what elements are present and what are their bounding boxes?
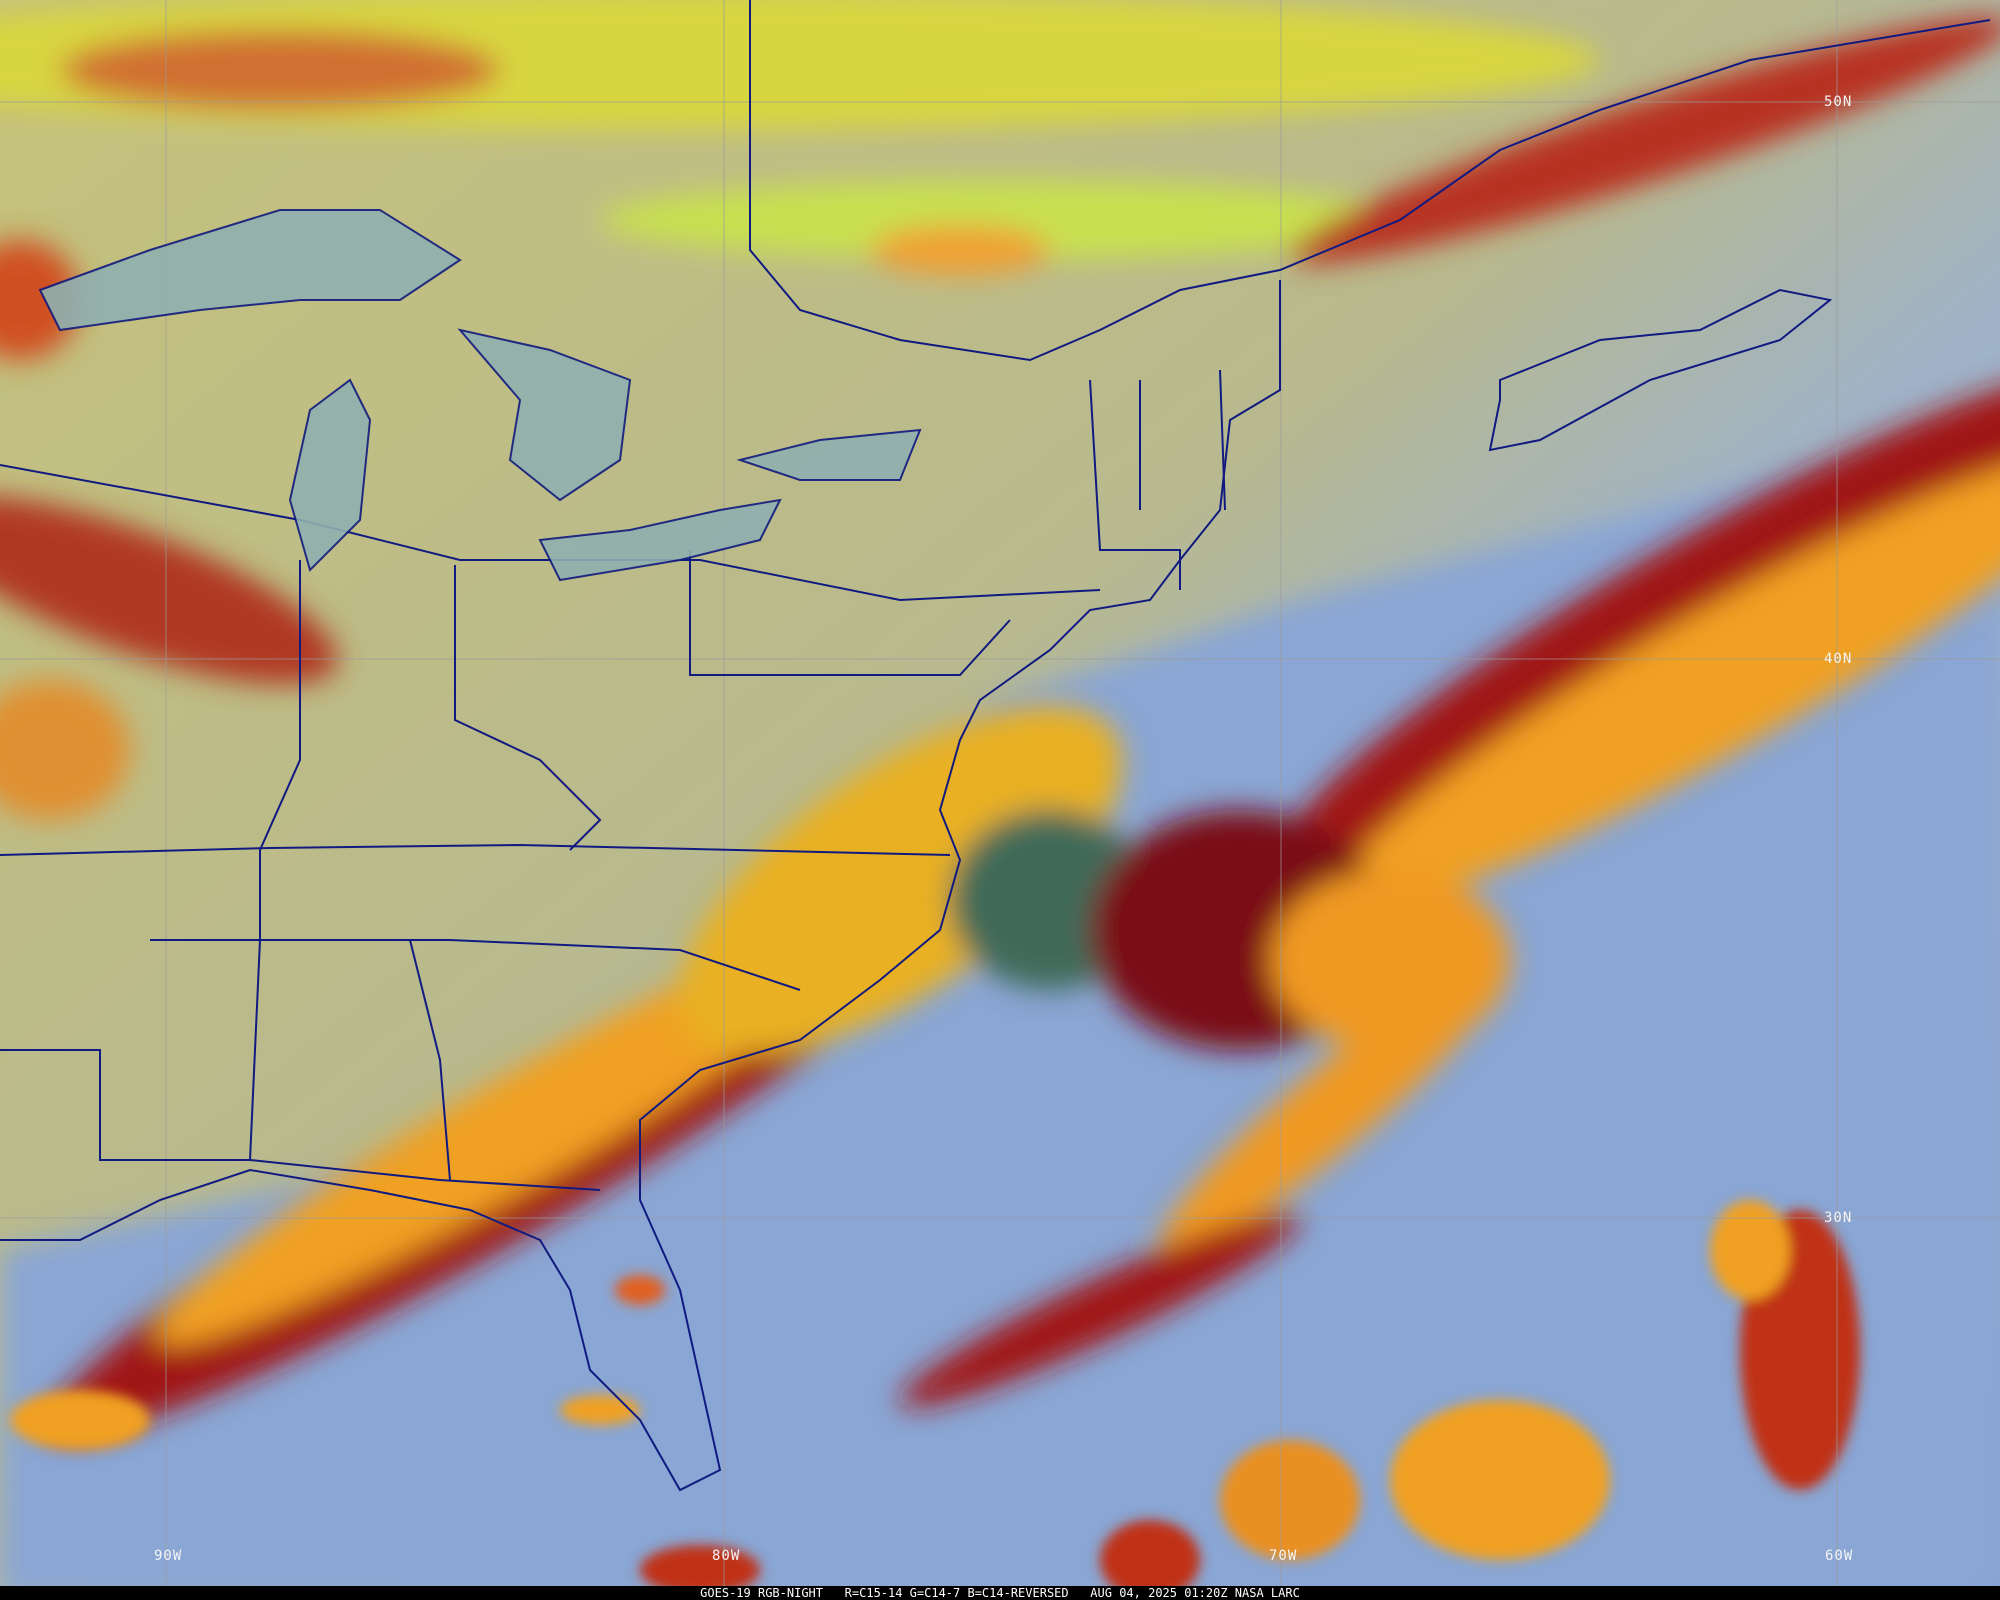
great-lakes [38, 209, 922, 582]
lon-label-90w: 90W [154, 1548, 183, 1564]
lon-label-70w: 70W [1269, 1548, 1298, 1564]
frontal-cloud-band [48, 370, 2000, 1437]
lon-label-60w: 60W [1825, 1548, 1854, 1564]
lat-label-30n: 30N [1824, 1210, 1853, 1226]
lat-label-40n: 40N [1824, 651, 1853, 667]
lon-label-80w: 80W [712, 1548, 741, 1564]
image-caption-bar: GOES-19 RGB-NIGHT R=C15-14 G=C14-7 B=C14… [0, 1586, 2000, 1600]
lat-label-50n: 50N [1824, 94, 1853, 110]
northern-cloud-band [0, 0, 2000, 275]
political-boundaries [0, 0, 1991, 1492]
tropical-convection [10, 1200, 1860, 1600]
